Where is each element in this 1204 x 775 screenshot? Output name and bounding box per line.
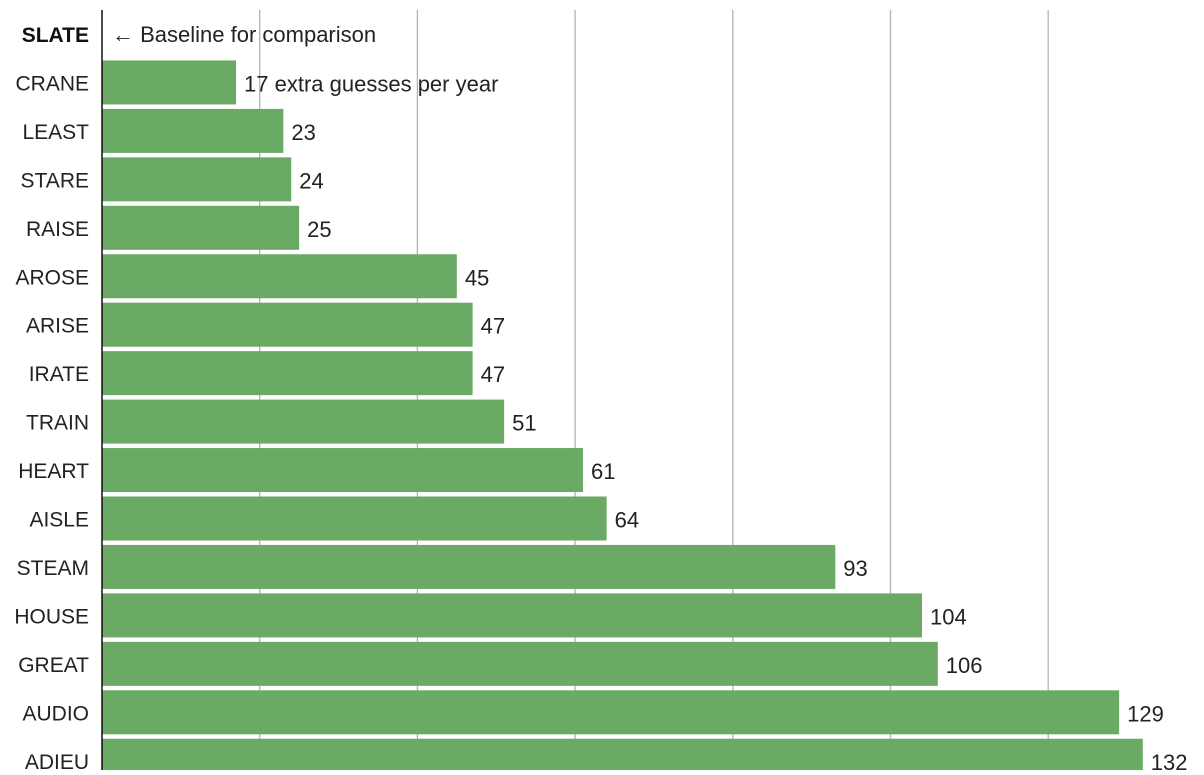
category-label: AUDIO — [22, 702, 89, 725]
bar — [102, 108, 284, 153]
value-label: 93 — [843, 556, 867, 581]
value-label: 61 — [591, 459, 615, 484]
bar — [102, 448, 583, 493]
value-label: 132 — [1151, 750, 1188, 770]
bar — [102, 496, 607, 541]
category-label: CRANE — [15, 72, 89, 95]
bar — [102, 593, 923, 638]
category-label: HOUSE — [14, 605, 89, 628]
value-label: 106 — [946, 653, 983, 678]
bar — [102, 738, 1143, 775]
value-label: 23 — [291, 120, 315, 145]
value-label: 47 — [481, 362, 505, 387]
value-label: 17 extra guesses per year — [244, 71, 498, 96]
bar — [102, 302, 473, 347]
category-label: ARISE — [26, 315, 89, 338]
bar — [102, 690, 1120, 735]
bar — [102, 60, 237, 105]
bar — [102, 351, 473, 396]
bar — [102, 205, 300, 250]
category-label: LEAST — [22, 121, 89, 144]
category-label: GREAT — [18, 654, 89, 677]
value-label: 64 — [615, 508, 639, 533]
bar — [102, 544, 836, 589]
bar — [102, 641, 938, 686]
baseline-annotation: ← Baseline for comparison — [112, 22, 376, 47]
bars — [102, 60, 1143, 775]
value-label: 45 — [465, 265, 489, 290]
category-label: IRATE — [29, 363, 89, 386]
labels: SLATE ← Baseline for comparison CRANE 17 ex… — [14, 22, 1188, 775]
value-label: 104 — [930, 604, 967, 629]
bar — [102, 399, 505, 444]
bar — [102, 157, 292, 202]
value-label: 24 — [299, 168, 323, 193]
bar — [102, 254, 457, 299]
value-label: 129 — [1127, 701, 1164, 726]
value-label: 51 — [512, 411, 536, 436]
category-label: STARE — [21, 169, 89, 192]
category-label: TRAIN — [26, 412, 89, 435]
category-label: AISLE — [29, 509, 89, 532]
value-label: 25 — [307, 217, 331, 242]
category-label: STEAM — [17, 557, 89, 580]
category-label: ADIEU — [25, 751, 89, 770]
category-label: AROSE — [15, 266, 89, 289]
value-label: 47 — [481, 314, 505, 339]
category-label: SLATE — [22, 24, 89, 47]
category-label: RAISE — [26, 218, 89, 241]
category-label: HEART — [18, 460, 89, 483]
